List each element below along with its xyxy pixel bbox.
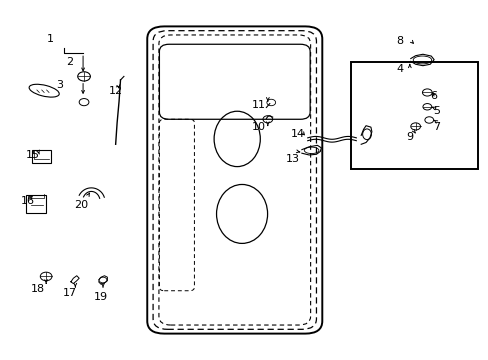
Text: 17: 17 <box>62 288 76 298</box>
Text: 20: 20 <box>74 200 88 210</box>
Text: 19: 19 <box>94 292 108 302</box>
Text: 6: 6 <box>430 91 437 101</box>
Text: 4: 4 <box>396 64 403 73</box>
Text: 11: 11 <box>252 100 265 110</box>
Text: 5: 5 <box>432 106 439 116</box>
Bar <box>26 195 46 213</box>
Text: 1: 1 <box>46 34 53 44</box>
Text: 15: 15 <box>26 150 40 160</box>
Text: 14: 14 <box>290 129 305 139</box>
Text: 18: 18 <box>31 284 45 294</box>
Text: 13: 13 <box>285 154 300 163</box>
Text: 7: 7 <box>432 122 439 132</box>
Text: 12: 12 <box>108 86 122 96</box>
Text: 2: 2 <box>66 57 73 67</box>
Bar <box>351 62 477 169</box>
Text: 10: 10 <box>252 122 265 132</box>
Text: 8: 8 <box>396 36 403 46</box>
Text: 3: 3 <box>56 80 63 90</box>
Bar <box>32 150 51 163</box>
Text: 9: 9 <box>406 132 412 142</box>
Text: 16: 16 <box>21 197 35 206</box>
